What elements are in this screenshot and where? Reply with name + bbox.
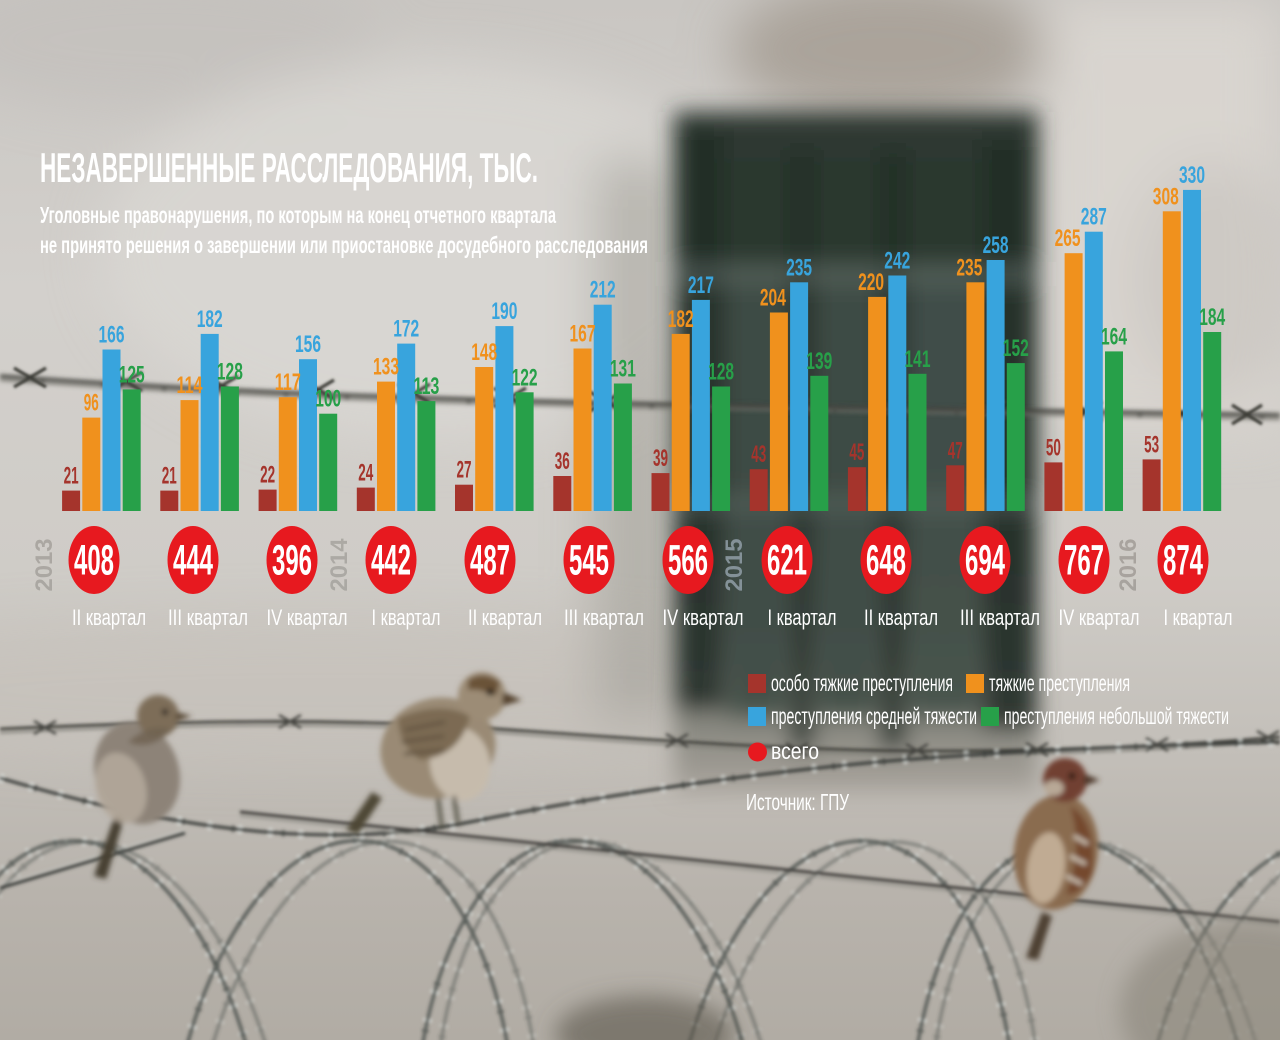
svg-text:43: 43 [751,441,766,468]
svg-text:53: 53 [1144,431,1159,458]
svg-text:всего: всего [771,738,819,764]
svg-text:I квартал: I квартал [768,605,837,630]
svg-text:182: 182 [197,306,223,333]
svg-text:21: 21 [64,463,79,490]
svg-text:164: 164 [1101,323,1127,350]
svg-text:II квартал: II квартал [468,605,542,630]
svg-text:166: 166 [99,322,125,349]
svg-text:IV квартал: IV квартал [267,605,348,630]
svg-text:442: 442 [371,537,411,585]
svg-text:190: 190 [491,298,517,325]
svg-text:141: 141 [905,346,931,373]
svg-text:128: 128 [708,359,734,386]
svg-text:122: 122 [512,364,538,391]
svg-text:I квартал: I квартал [372,605,441,630]
svg-text:648: 648 [866,537,906,585]
svg-text:212: 212 [590,277,616,304]
svg-text:184: 184 [1199,304,1225,331]
svg-text:220: 220 [858,269,884,296]
svg-text:125: 125 [119,361,145,388]
svg-text:487: 487 [470,537,510,585]
svg-text:I квартал: I квартал [1164,605,1233,630]
svg-text:152: 152 [1003,335,1029,362]
svg-text:50: 50 [1046,434,1061,461]
svg-text:874: 874 [1163,537,1203,585]
svg-text:235: 235 [786,254,812,281]
svg-text:II квартал: II квартал [72,605,146,630]
svg-text:308: 308 [1153,183,1179,210]
svg-text:128: 128 [217,359,243,386]
svg-text:преступления средней тяжести: преступления средней тяжести [771,703,977,729]
svg-text:36: 36 [555,448,570,475]
svg-text:45: 45 [849,439,864,466]
svg-text:330: 330 [1179,162,1205,189]
svg-text:113: 113 [413,373,439,400]
svg-text:НЕЗАВЕРШЕННЫЕ РАССЛЕДОВАНИЯ, Т: НЕЗАВЕРШЕННЫЕ РАССЛЕДОВАНИЯ, ТЫС. [40,144,538,191]
svg-text:287: 287 [1081,204,1107,231]
svg-text:27: 27 [457,457,472,484]
svg-text:265: 265 [1055,225,1081,252]
svg-text:III квартал: III квартал [168,605,248,630]
svg-text:566: 566 [668,537,708,585]
svg-text:182: 182 [668,306,694,333]
svg-text:47: 47 [948,437,963,464]
svg-text:IV квартал: IV квартал [1059,605,1140,630]
svg-text:114: 114 [177,372,203,399]
svg-text:22: 22 [260,462,275,489]
svg-text:100: 100 [315,386,341,413]
svg-text:242: 242 [884,248,910,275]
svg-text:694: 694 [965,537,1005,585]
svg-text:Уголовные правонарушения, по к: Уголовные правонарушения, по которым на … [40,202,556,228]
svg-text:217: 217 [688,272,714,299]
svg-text:258: 258 [983,232,1009,259]
svg-text:2014: 2014 [326,538,353,591]
svg-text:Источник: ГПУ: Источник: ГПУ [746,789,849,815]
svg-text:156: 156 [295,331,321,358]
svg-text:204: 204 [760,285,786,312]
svg-text:408: 408 [74,537,114,585]
svg-text:133: 133 [373,354,399,381]
svg-text:131: 131 [610,356,636,383]
svg-text:преступления небольшой тяжести: преступления небольшой тяжести [1004,703,1229,729]
svg-text:148: 148 [471,339,497,366]
svg-text:III квартал: III квартал [960,605,1040,630]
svg-text:2015: 2015 [721,539,748,592]
svg-text:444: 444 [173,537,213,585]
svg-text:139: 139 [806,348,832,375]
svg-text:II квартал: II квартал [864,605,938,630]
svg-text:167: 167 [570,321,596,348]
svg-text:396: 396 [272,537,312,585]
svg-text:III квартал: III квартал [564,605,644,630]
svg-text:особо тяжкие преступления: особо тяжкие преступления [771,670,953,696]
svg-text:621: 621 [767,537,807,585]
svg-text:2013: 2013 [31,539,58,592]
svg-text:39: 39 [653,445,668,472]
svg-text:117: 117 [275,369,301,396]
svg-text:235: 235 [956,254,982,281]
svg-text:21: 21 [162,463,177,490]
svg-text:24: 24 [358,460,373,487]
svg-text:172: 172 [393,316,419,343]
svg-text:не принято решения о завершени: не принято решения о завершении или прио… [40,232,648,258]
svg-text:96: 96 [84,390,99,417]
svg-text:545: 545 [569,537,609,585]
svg-text:2016: 2016 [1115,539,1142,592]
svg-text:тяжкие преступления: тяжкие преступления [989,670,1130,696]
svg-text:767: 767 [1064,537,1104,585]
svg-text:IV квартал: IV квартал [663,605,744,630]
